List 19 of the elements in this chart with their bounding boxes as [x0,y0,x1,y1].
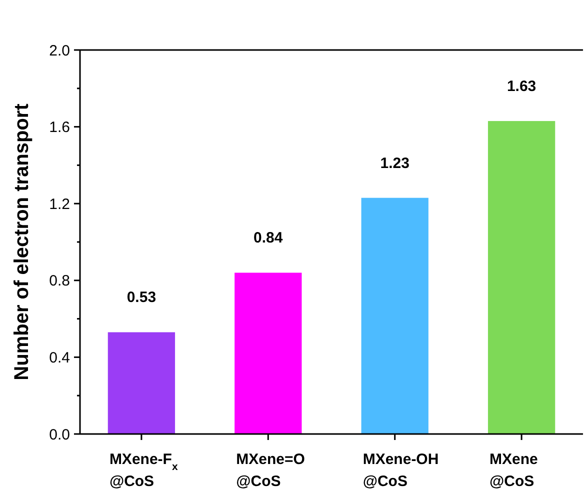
y-tick-label: 2.0 [49,42,70,60]
y-tick-label: 0.8 [49,272,70,290]
data-label: 1.23 [380,154,410,172]
x-tick-label: MXene-OH @CoS [362,451,439,490]
bar [108,332,176,434]
y-tick-label: 0.4 [49,349,70,366]
y-tick-label: 0.0 [49,426,70,444]
data-label: 0.84 [254,230,284,247]
bar [234,272,302,434]
y-tick-label: 1.2 [49,196,70,213]
x-tick-label: MXene=O @CoS [236,451,306,490]
category-label: MXene-F$_{x}$ @CoS [109,451,178,490]
data-label: 1.63 [506,78,536,96]
y-tick-label: 1.6 [49,119,70,136]
bar [488,121,556,434]
bar [361,198,428,434]
data-label: 0.53 [126,289,156,306]
y-axis-title: Number of electron transport [11,103,33,380]
x-tick-label: MXene @CoS [490,451,538,490]
